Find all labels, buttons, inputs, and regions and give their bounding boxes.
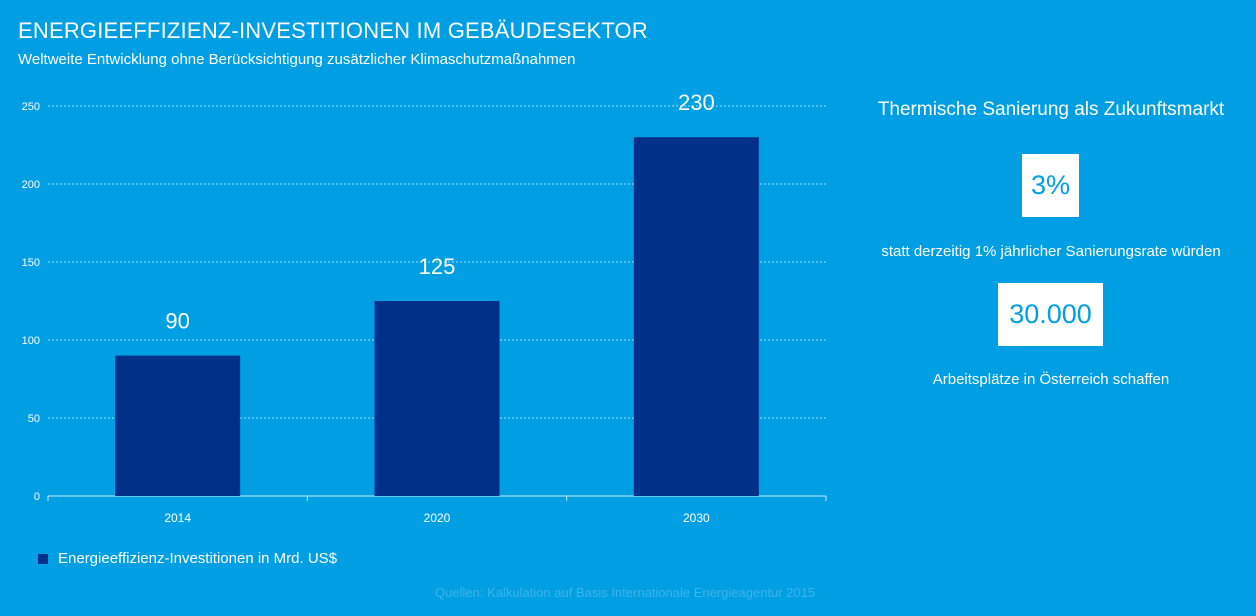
x-tick-label: 2014 <box>164 511 191 525</box>
bar-chart: 0 50 100 150 200 250 90 2014 125 2020 230 2030 <box>22 90 827 525</box>
bar <box>374 301 500 496</box>
stat-box-rate: 3% <box>1022 154 1079 217</box>
y-tick-label: 200 <box>22 179 40 191</box>
bar-value-label: 230 <box>678 90 715 115</box>
x-tick-label: 2030 <box>683 511 710 525</box>
legend-swatch <box>38 553 48 564</box>
bar <box>115 355 241 496</box>
stat-box-jobs: 30.000 <box>998 283 1103 346</box>
source-note: Quellen: Kalkulation auf Basis Internati… <box>435 585 816 600</box>
y-tick-label: 0 <box>34 491 40 503</box>
bar <box>633 137 759 496</box>
side-heading: Thermische Sanierung als Zukunftsmarkt <box>877 99 1225 120</box>
x-tick-label: 2020 <box>424 511 451 525</box>
y-tick-label: 50 <box>28 413 40 425</box>
side-panel: Thermische Sanierung als Zukunftsmarkt 3… <box>846 0 1256 616</box>
bar-value-label: 125 <box>419 254 456 279</box>
legend-label: Energieeffizienz-Investitionen in Mrd. U… <box>58 550 338 567</box>
y-tick-label: 150 <box>22 257 40 269</box>
chart-legend: Energieeffizienz-Investitionen in Mrd. U… <box>38 550 337 567</box>
stat-text-jobs: Arbeitsplätze in Österreich schaffen <box>932 371 1170 388</box>
y-tick-label: 250 <box>22 101 40 113</box>
bar-value-label: 90 <box>165 309 189 334</box>
page-subtitle: Weltweite Entwicklung ohne Berücksichtig… <box>18 51 576 68</box>
page-title: ENERGIEEFFIZIENZ-INVESTITIONEN IM GEBÄUD… <box>18 18 648 43</box>
y-tick-label: 100 <box>22 335 40 347</box>
stat-text-rate: statt derzeitig 1% jährlicher Sanierungs… <box>881 243 1221 260</box>
